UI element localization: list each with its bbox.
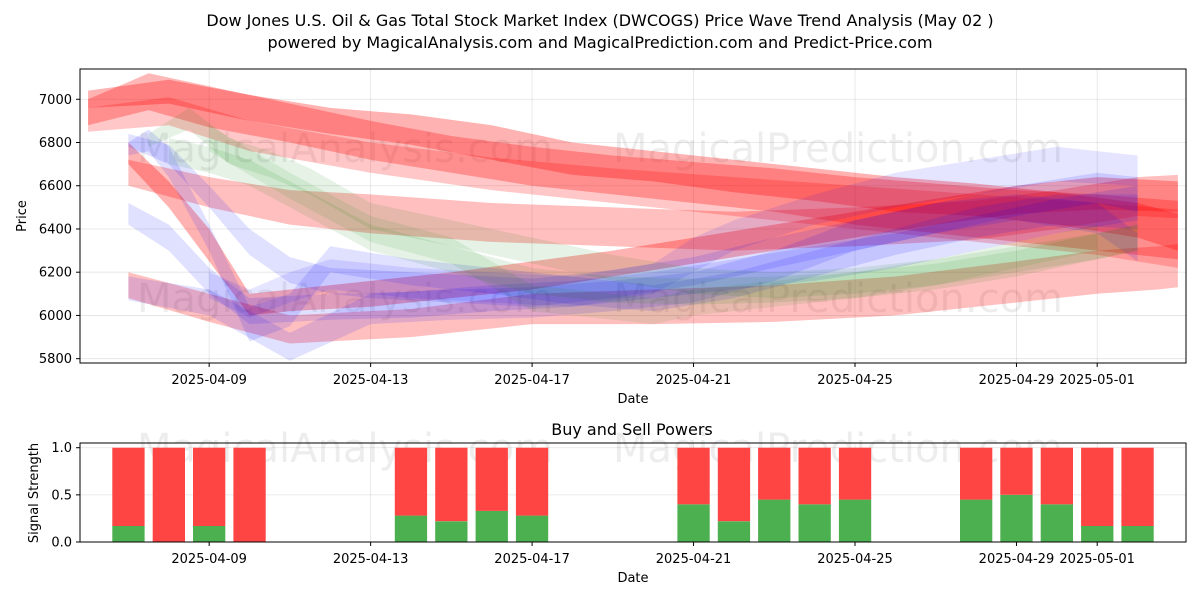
signal-plot-frame [79,442,1187,543]
buy-bar [435,521,468,542]
wave-band-blue-5 [209,146,1138,318]
buy-bar [1081,526,1114,542]
signal-x-tick-label: 2025-04-17 [494,552,570,567]
sell-bar [758,447,791,500]
buy-bar [677,504,710,542]
sell-bar [960,447,993,500]
watermark-analysis-mid: MagicalAnalysis.com [137,276,553,322]
signal-x-tick-label: 2025-04-25 [817,552,893,567]
sell-bar [515,447,549,516]
buy-bar [758,499,791,542]
wave-band-red-2 [88,79,1178,251]
signal-x-tick-label: 2025-04-13 [333,552,409,567]
sell-bar [838,447,872,500]
wave-band-green-2 [168,138,1138,305]
wave-band-blue-4 [128,133,1138,307]
sell-bar [677,447,710,505]
signal-x-tick-label: 2025-04-21 [656,552,732,567]
sell-bar [1040,447,1073,505]
price-y-tick-label: 6000 [39,309,72,324]
signal-x-axis: 2025-04-09 2025-04-13 2025-04-17 2025-04-21… [171,542,1135,567]
buy-bar [798,504,831,542]
chart-subtitle: powered by MagicalAnalysis.com and Magic… [267,33,932,52]
sell-bar [1000,447,1033,495]
buy-bar [394,515,428,542]
chart-title: Dow Jones U.S. Oil & Gas Total Stock Mar… [206,11,993,30]
price-watermarks: MagicalAnalysis.com MagicalPrediction.co… [137,126,1063,322]
sell-bar [394,447,428,516]
wave-band-blue-3 [128,194,1138,361]
signal-x-tick-label: 2025-04-29 [979,552,1055,567]
price-y-tick-label: 6400 [39,222,72,237]
sell-bar [1081,447,1114,526]
signal-bars [112,447,1154,542]
watermark-prediction-mid: MagicalPrediction.com [613,276,1063,322]
wave-band-blue-2 [128,185,1138,325]
wave-band-green-3 [209,125,1098,325]
signal-y-axis: 0.0 0.5 1.0 [51,441,80,551]
price-x-tick-label: 2025-04-25 [817,373,893,388]
price-plot-frame [79,68,1187,364]
price-y-tick-label: 7000 [39,93,72,108]
price-gridlines [80,69,1186,363]
wave-band-green-1 [148,107,1138,299]
price-y-tick-label: 6600 [39,179,72,194]
sell-bar [233,447,266,542]
sell-bar [112,447,145,526]
watermark-analysis-top: MagicalAnalysis.com [137,126,553,172]
price-x-tick-label: 2025-05-01 [1059,373,1135,388]
price-y-axis: 5800 6000 6200 6400 6600 6800 7000 [39,93,80,367]
signal-x-tick-label: 2025-04-09 [171,552,247,567]
buy-bar [1121,526,1154,542]
signal-y-tick-label: 1.0 [51,441,72,456]
sell-bar [717,447,751,522]
sell-bar [152,447,185,542]
price-wave-bands [88,73,1178,361]
watermark-prediction-top: MagicalPrediction.com [613,126,1063,172]
buy-bar [112,526,145,542]
buy-bar [717,521,751,542]
sell-bar [435,447,468,522]
signal-x-axis-label: Date [617,571,648,586]
buy-bar [1000,494,1033,542]
price-x-axis: 2025-04-09 2025-04-13 2025-04-17 2025-04-21… [171,363,1135,388]
sell-bar [1121,447,1154,526]
signal-y-tick-label: 0.0 [51,536,72,551]
wave-band-red-1 [88,73,1178,260]
buy-bar [515,515,549,542]
price-y-tick-label: 6800 [39,136,72,151]
sell-bar [798,447,831,505]
price-y-tick-label: 6200 [39,266,72,281]
signal-y-axis-label: Signal Strength [27,443,42,543]
sell-bar [193,447,226,526]
price-y-tick-label: 5800 [39,352,72,367]
price-x-tick-label: 2025-04-09 [171,373,247,388]
wave-band-red-6 [128,244,1178,344]
wave-band-blue-1 [128,129,1138,342]
buy-bar [960,499,993,542]
signal-x-tick-label: 2025-05-01 [1059,552,1135,567]
wave-band-red-3 [88,97,1178,268]
price-y-axis-label: Price [15,200,30,232]
signal-y-tick-label: 0.5 [51,488,72,503]
buy-bar [838,499,872,542]
wave-band-red-4 [128,159,1178,251]
signal-chart-title: Buy and Sell Powers [551,420,713,439]
buy-bar [193,526,226,542]
buy-bar [1040,504,1073,542]
buy-bar [475,510,508,542]
sell-bar [475,447,508,511]
price-x-tick-label: 2025-04-21 [656,373,732,388]
price-x-tick-label: 2025-04-17 [494,373,570,388]
price-x-tick-label: 2025-04-13 [333,373,409,388]
price-x-tick-label: 2025-04-29 [979,373,1055,388]
price-x-axis-label: Date [617,392,648,407]
